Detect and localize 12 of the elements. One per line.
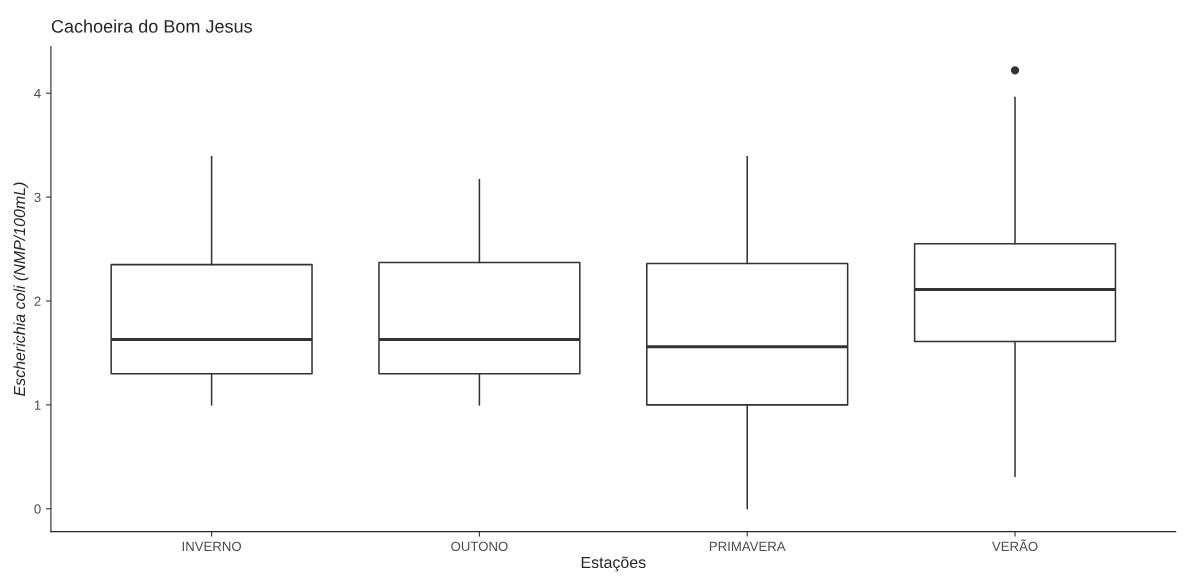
x-tick-label: VERÃO bbox=[991, 539, 1038, 552]
y-axis-title: Escherichia coli (NMP/100mL) bbox=[13, 182, 29, 396]
y-tick-label: 2 bbox=[34, 296, 41, 306]
y-tick-label: 3 bbox=[34, 192, 41, 203]
x-axis-title: Estações bbox=[581, 556, 646, 572]
chart-title: Cachoeira do Bom Jesus bbox=[51, 19, 252, 33]
x-tick-label: PRIMAVERA bbox=[709, 541, 786, 551]
x-tick-label: INVERNO bbox=[182, 541, 242, 552]
x-tick-label: OUTONO bbox=[451, 541, 508, 552]
y-tick-label: 0 bbox=[34, 504, 41, 514]
y-tick-label: 1 bbox=[34, 400, 41, 410]
y-tick-label: 4 bbox=[34, 88, 41, 99]
